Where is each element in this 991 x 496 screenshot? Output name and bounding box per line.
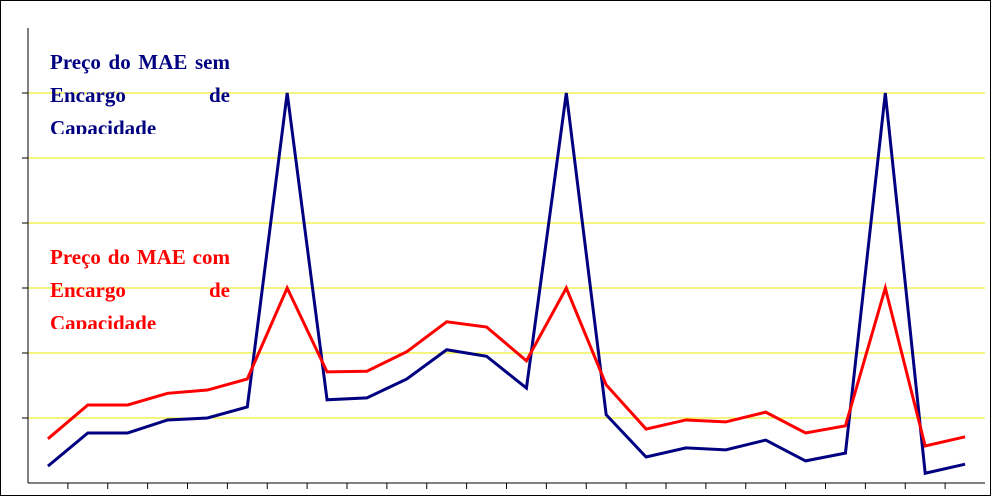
series-label: Preço do MAE com Encargo de Capacidade (50, 245, 230, 329)
series-label: Preço do MAE sem Encargo de Capacidade (50, 50, 230, 134)
series-line (46, 92, 966, 476)
series-line (46, 282, 966, 448)
